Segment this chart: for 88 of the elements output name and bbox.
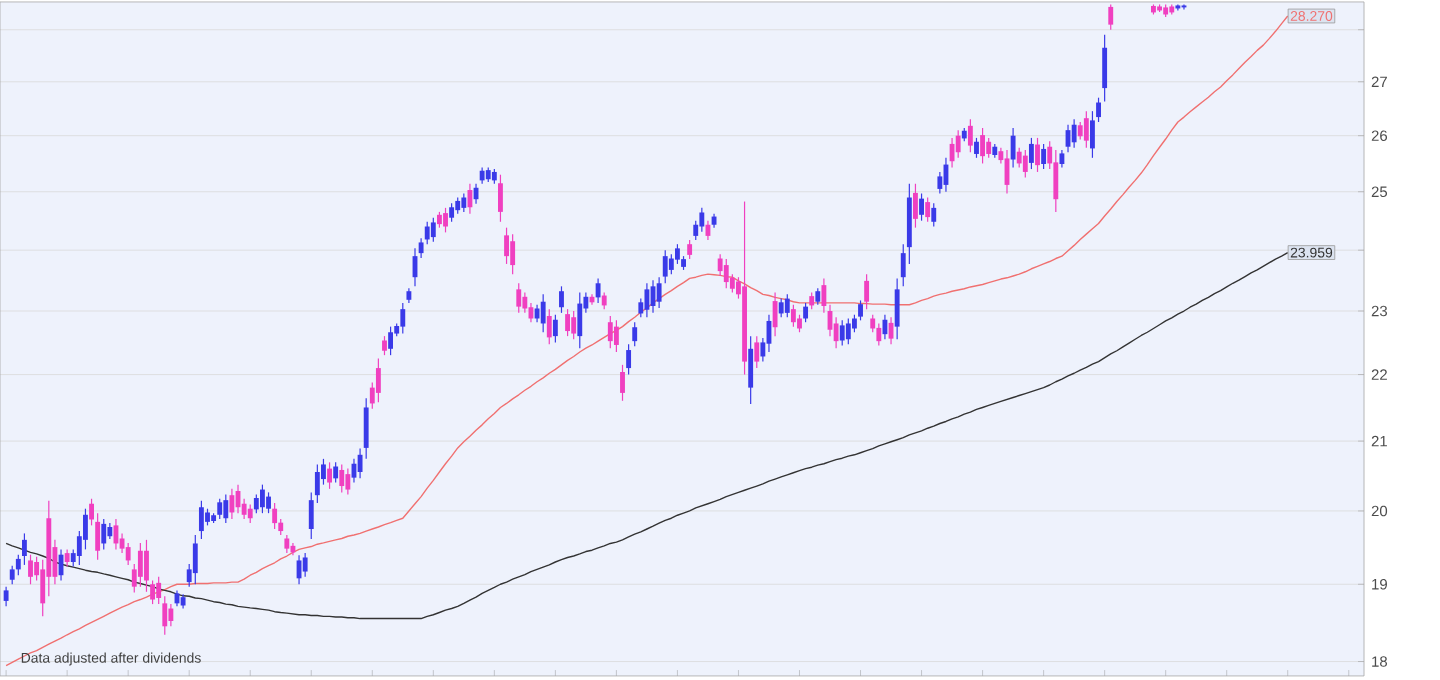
candlestick — [137, 542, 143, 588]
candlestick — [198, 500, 204, 540]
candlestick — [1071, 118, 1077, 149]
candlestick — [253, 493, 259, 514]
candlestick — [223, 493, 229, 524]
candlestick — [876, 322, 882, 347]
candlestick — [510, 233, 516, 275]
candlestick — [461, 192, 467, 213]
candlestick — [101, 518, 107, 550]
candlestick — [754, 335, 760, 369]
candlestick — [974, 137, 979, 159]
candlestick — [1041, 143, 1047, 170]
candlestick — [522, 291, 528, 314]
candlestick — [577, 291, 583, 349]
candlestick — [449, 202, 455, 223]
candlestick — [644, 282, 650, 318]
candlestick — [272, 502, 278, 530]
candlestick — [516, 282, 522, 314]
candlestick — [894, 277, 900, 340]
candlestick — [327, 461, 332, 490]
candlestick — [778, 298, 784, 318]
candlestick — [571, 310, 577, 340]
candlestick — [613, 319, 619, 353]
candlestick — [864, 273, 870, 310]
candlestick — [1053, 149, 1059, 213]
candlestick — [632, 321, 638, 347]
candlestick — [980, 127, 986, 165]
candlestick — [662, 249, 668, 284]
candlestick — [3, 586, 9, 607]
candlestick — [559, 285, 564, 314]
candlestick — [430, 217, 436, 243]
candlestick — [552, 314, 558, 344]
candlestick — [949, 137, 955, 168]
candlestick — [400, 302, 406, 335]
candlestick — [784, 293, 790, 318]
candlestick — [467, 183, 473, 215]
candlestick — [723, 258, 729, 289]
candlestick — [217, 498, 223, 520]
candlestick — [168, 603, 174, 627]
candlestick — [656, 276, 662, 309]
candlestick — [607, 315, 613, 349]
candlestick — [1102, 34, 1108, 103]
candlestick — [1010, 127, 1016, 168]
candlestick — [748, 335, 754, 405]
candlestick — [839, 319, 845, 347]
candlestick — [925, 196, 931, 223]
candlestick — [699, 207, 705, 233]
candlestick — [229, 488, 235, 520]
candlestick — [375, 357, 381, 403]
candlestick — [967, 118, 973, 153]
candlestick — [882, 314, 888, 340]
candlestick — [259, 484, 265, 514]
candlestick — [1035, 137, 1040, 173]
candlestick — [345, 468, 351, 496]
candlestick — [955, 129, 961, 159]
candlestick — [913, 183, 918, 229]
candlestick — [1083, 110, 1089, 149]
candlestick — [546, 308, 552, 345]
candlestick — [266, 491, 271, 514]
candlestick — [919, 192, 924, 222]
candlestick — [1028, 137, 1034, 170]
candlestick — [382, 335, 387, 356]
candlestick — [498, 174, 503, 223]
candlestick — [284, 534, 290, 554]
candlestick — [28, 554, 33, 585]
candlestick — [339, 463, 345, 493]
candlestick — [192, 534, 198, 585]
candlestick — [626, 343, 632, 376]
candlestick — [565, 308, 571, 337]
candlestick — [443, 207, 448, 233]
candlestick — [620, 364, 625, 402]
candlestick — [1108, 3, 1114, 31]
candlestick — [931, 202, 937, 228]
candlestick — [595, 277, 601, 304]
candlestick — [986, 137, 992, 159]
candlestick — [247, 503, 253, 524]
candlestick — [64, 548, 70, 568]
candlestick — [144, 539, 149, 593]
candlestick — [845, 317, 851, 345]
candlestick — [333, 461, 339, 484]
candlestick — [302, 552, 308, 578]
candlestick — [540, 293, 546, 333]
candlestick — [687, 239, 693, 260]
candlestick — [790, 304, 796, 328]
candlestick — [772, 291, 778, 337]
candlestick — [803, 302, 809, 323]
candlestick — [388, 326, 394, 356]
candlestick — [1022, 149, 1028, 179]
